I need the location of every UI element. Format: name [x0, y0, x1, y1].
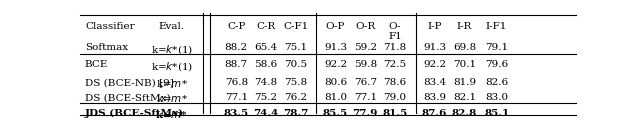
Text: C-R: C-R — [257, 22, 276, 31]
Text: 85.5: 85.5 — [323, 109, 348, 118]
Text: 91.3: 91.3 — [423, 43, 446, 52]
Text: Classifier: Classifier — [85, 22, 134, 31]
Text: 85.1: 85.1 — [484, 109, 509, 118]
Text: 79.1: 79.1 — [485, 43, 508, 52]
Text: 88.2: 88.2 — [225, 43, 248, 52]
Text: C-P: C-P — [227, 22, 245, 31]
Text: 82.6: 82.6 — [485, 78, 508, 87]
Text: 78.7: 78.7 — [283, 109, 308, 118]
Text: 92.2: 92.2 — [324, 60, 347, 69]
Text: k=$m$*: k=$m$* — [156, 93, 188, 105]
Text: C-F1: C-F1 — [283, 22, 308, 31]
Text: k=$k$*(1): k=$k$*(1) — [150, 43, 193, 55]
Text: 76.8: 76.8 — [225, 78, 248, 87]
Text: 79.6: 79.6 — [485, 60, 508, 69]
Text: O-
F1: O- F1 — [388, 22, 402, 42]
Text: 82.1: 82.1 — [453, 93, 476, 102]
Text: 80.6: 80.6 — [324, 78, 347, 87]
Text: 83.9: 83.9 — [423, 93, 446, 102]
Text: 75.1: 75.1 — [284, 43, 307, 52]
Text: 79.0: 79.0 — [383, 93, 406, 102]
Text: 59.2: 59.2 — [354, 43, 377, 52]
Text: 81.9: 81.9 — [453, 78, 476, 87]
Text: 77.9: 77.9 — [353, 109, 378, 118]
Text: 59.8: 59.8 — [354, 60, 377, 69]
Text: O-P: O-P — [326, 22, 345, 31]
Text: 81.5: 81.5 — [382, 109, 408, 118]
Text: 70.5: 70.5 — [284, 60, 307, 69]
Text: k=$m$*: k=$m$* — [155, 109, 188, 120]
Text: 88.7: 88.7 — [225, 60, 248, 69]
Text: I-R: I-R — [457, 22, 472, 31]
Text: 74.4: 74.4 — [253, 109, 278, 118]
Text: 92.2: 92.2 — [423, 60, 446, 69]
Text: 91.3: 91.3 — [324, 43, 347, 52]
Text: 77.1: 77.1 — [225, 93, 248, 102]
Text: DS (BCE-SftMx): DS (BCE-SftMx) — [85, 93, 171, 102]
Text: 83.4: 83.4 — [423, 78, 446, 87]
Text: JDS (BCE-SftMx): JDS (BCE-SftMx) — [85, 109, 184, 118]
Text: 70.1: 70.1 — [453, 60, 476, 69]
Text: Eval.: Eval. — [159, 22, 185, 31]
Text: 72.5: 72.5 — [383, 60, 406, 69]
Text: 82.8: 82.8 — [452, 109, 477, 118]
Text: 65.4: 65.4 — [255, 43, 278, 52]
Text: k=$m$*: k=$m$* — [156, 78, 188, 89]
Text: 76.2: 76.2 — [284, 93, 307, 102]
Text: I-P: I-P — [428, 22, 442, 31]
Text: k=$k$*(1): k=$k$*(1) — [150, 60, 193, 73]
Text: 83.0: 83.0 — [485, 93, 508, 102]
Text: 74.8: 74.8 — [255, 78, 278, 87]
Text: DS (BCE-NB) [9]: DS (BCE-NB) [9] — [85, 78, 174, 87]
Text: 71.8: 71.8 — [383, 43, 406, 52]
Text: I-F1: I-F1 — [486, 22, 508, 31]
Text: 87.6: 87.6 — [422, 109, 447, 118]
Text: 81.0: 81.0 — [324, 93, 347, 102]
Text: 75.2: 75.2 — [255, 93, 278, 102]
Text: 78.6: 78.6 — [383, 78, 406, 87]
Text: O-R: O-R — [355, 22, 375, 31]
Text: 83.5: 83.5 — [223, 109, 249, 118]
Text: Softmax: Softmax — [85, 43, 128, 52]
Text: 76.7: 76.7 — [354, 78, 377, 87]
Text: BCE: BCE — [85, 60, 108, 69]
Text: 77.1: 77.1 — [354, 93, 377, 102]
Text: 75.8: 75.8 — [284, 78, 307, 87]
Text: 58.6: 58.6 — [255, 60, 278, 69]
Text: 69.8: 69.8 — [453, 43, 476, 52]
